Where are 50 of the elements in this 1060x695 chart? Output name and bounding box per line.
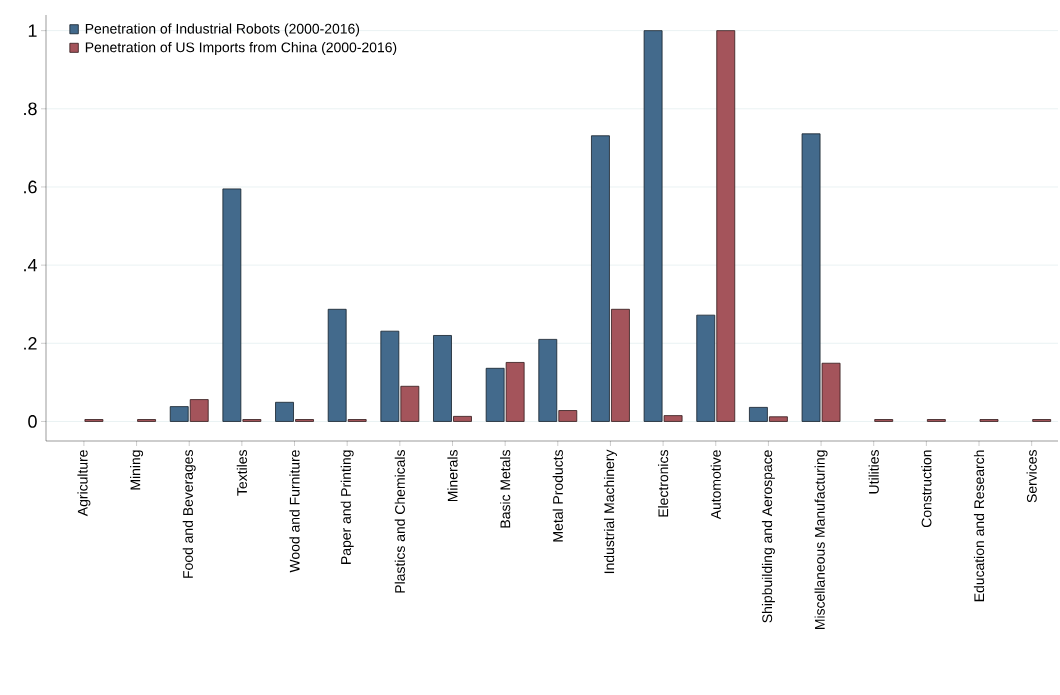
bar <box>591 135 610 422</box>
bar <box>769 416 788 422</box>
bar <box>716 30 736 422</box>
bar <box>558 410 578 422</box>
bar <box>433 335 452 422</box>
x-tick-label: Basic Metals <box>500 450 511 528</box>
bar <box>327 308 347 422</box>
x-tick-label: Textiles <box>236 450 247 496</box>
legend-label: Penetration of Industrial Robots (2000-2016) <box>85 23 360 37</box>
bar <box>643 30 663 422</box>
x-tick-label: Paper and Printing <box>340 450 354 564</box>
x-tick-label: Services <box>1026 450 1037 503</box>
x-tick-label: Food and Beverages <box>182 450 196 578</box>
bar <box>275 401 294 422</box>
x-tick-label: Mining <box>130 450 144 490</box>
x-tick-label: Automotive <box>710 450 721 520</box>
x-tick-label: Minerals <box>447 450 458 502</box>
x-tick-label: Agriculture <box>77 450 91 517</box>
legend-label: Penetration of US Imports from China (2000-2016) <box>85 42 397 56</box>
x-tick-label: Construction <box>921 450 932 528</box>
bar <box>189 399 209 422</box>
bar <box>611 308 630 422</box>
bar <box>749 406 768 422</box>
bar <box>169 406 189 422</box>
bar <box>380 330 400 422</box>
bar <box>222 188 242 422</box>
bar <box>453 415 472 422</box>
y-tick-label: 0 <box>28 415 37 428</box>
x-tick-label: Wood and Furniture <box>289 450 300 573</box>
bar <box>400 385 420 422</box>
bar <box>485 367 505 422</box>
bar <box>505 362 525 422</box>
y-tick-label: .4 <box>24 258 37 272</box>
x-tick-label: Education and Research <box>973 450 985 602</box>
y-tick-label: .6 <box>24 180 37 194</box>
bar <box>821 362 841 422</box>
y-tick-label: .2 <box>24 337 37 350</box>
bar <box>538 338 558 422</box>
x-tick-label: Industrial Machinery <box>603 449 617 574</box>
y-tick-label: .8 <box>24 102 37 116</box>
x-tick-label: Shipbuilding and Aerospace <box>761 450 775 623</box>
bar <box>801 133 821 422</box>
x-tick-label: Utilities <box>868 450 879 494</box>
y-tick-label: 1 <box>28 24 37 37</box>
x-tick-label: Electronics <box>657 450 669 517</box>
x-tick-label: Plastics and Chemicals <box>394 450 405 593</box>
x-tick-label: Miscellaneous Manufacturing <box>814 450 828 630</box>
bar <box>663 415 683 422</box>
bar <box>696 314 716 422</box>
x-tick-label: Metal Products <box>552 450 563 542</box>
